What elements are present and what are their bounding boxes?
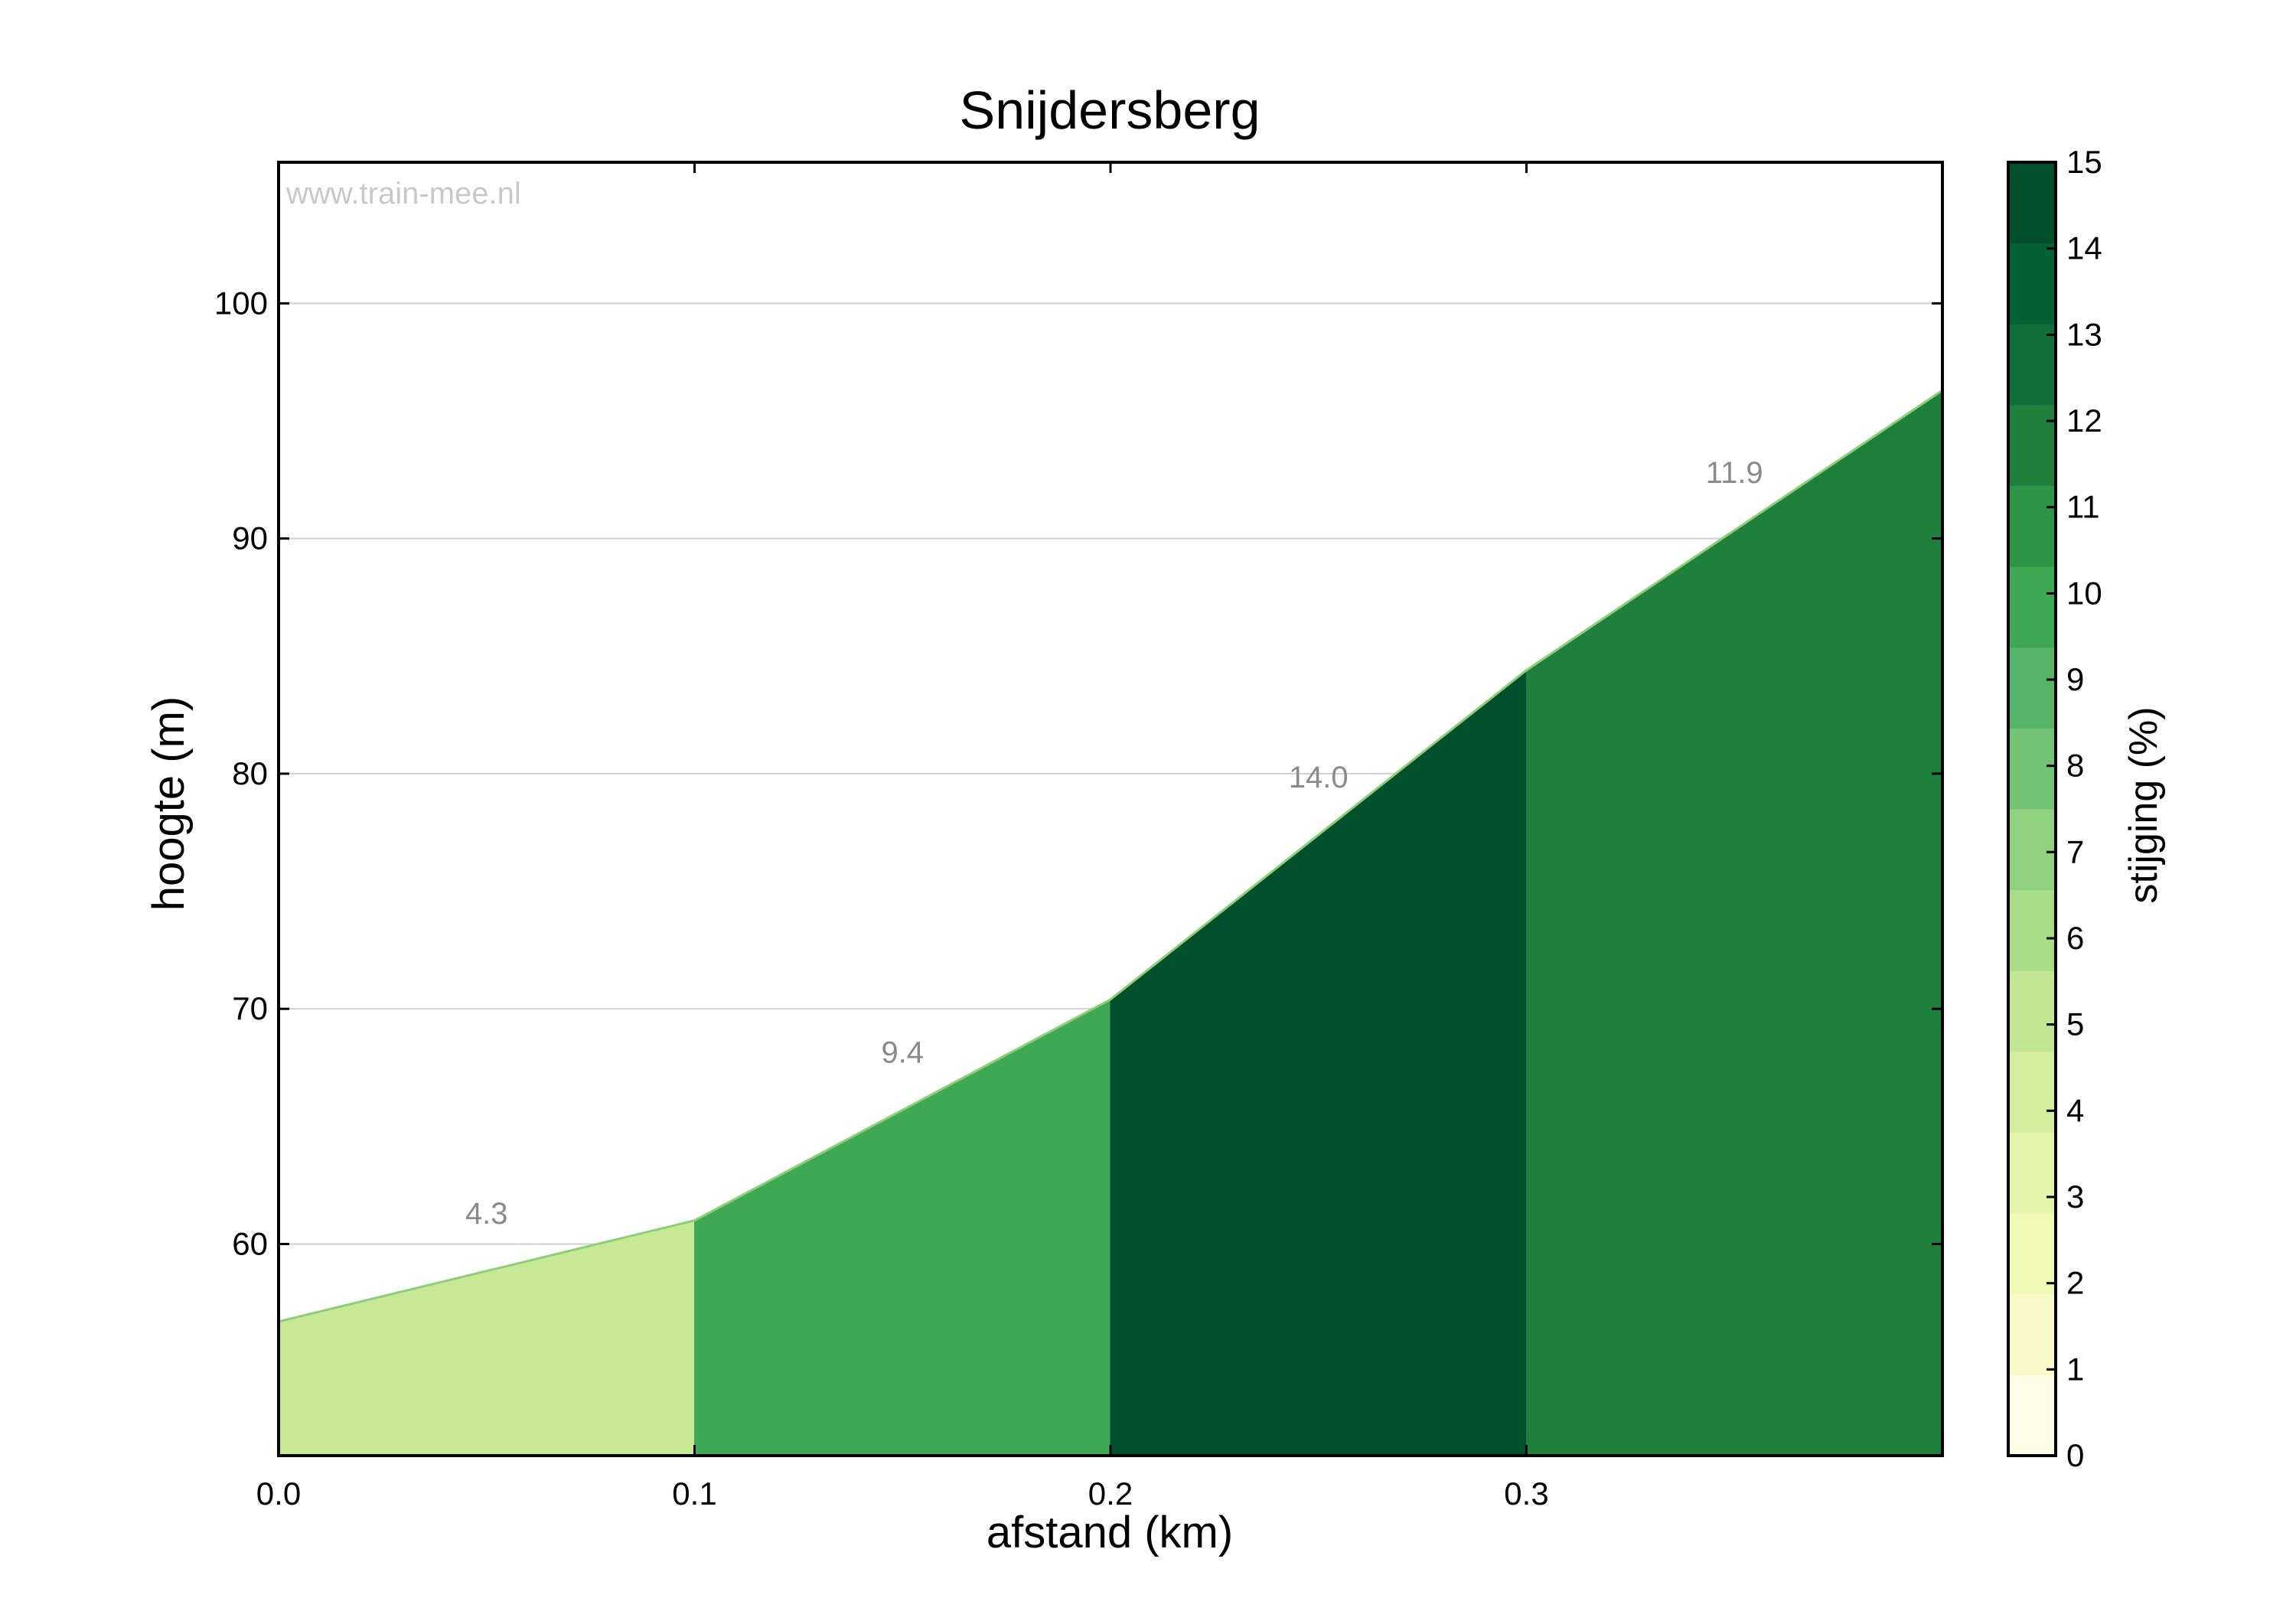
colorbar-tick-label: 5 <box>2066 1006 2084 1042</box>
colorbar-tick-label: 2 <box>2066 1265 2084 1301</box>
x-tick-label: 0.2 <box>1088 1476 1133 1512</box>
colorbar-bin-1 <box>2008 1293 2056 1375</box>
y-tick-label: 60 <box>232 1225 268 1261</box>
colorbar-tick-label: 6 <box>2066 920 2084 956</box>
colorbar-bin-0 <box>2008 1375 2056 1456</box>
colorbar-tick-label: 14 <box>2066 230 2102 266</box>
colorbar-bin-14 <box>2008 243 2056 324</box>
colorbar-bin-3 <box>2008 1132 2056 1214</box>
y-axis-label: hoogte (m) <box>144 696 194 911</box>
watermark-text: www.train-mee.nl <box>285 177 521 210</box>
colorbar-tick-label: 13 <box>2066 316 2102 352</box>
colorbar-bin-10 <box>2008 566 2056 648</box>
colorbar-label: stijging (%) <box>2122 706 2166 903</box>
colorbar-tick-label: 15 <box>2066 144 2102 180</box>
profile-segment-1 <box>278 1220 695 1456</box>
colorbar-bin-6 <box>2008 889 2056 971</box>
colorbar-tick-label: 1 <box>2066 1351 2084 1387</box>
x-tick-label: 0.1 <box>672 1476 716 1512</box>
colorbar-tick-label: 11 <box>2066 489 2100 525</box>
x-tick-label: 0.3 <box>1504 1476 1548 1512</box>
gradient-label-3: 14.0 <box>1289 761 1349 794</box>
colorbar-tick-label: 0 <box>2066 1437 2084 1473</box>
x-tick-label: 0.0 <box>256 1476 301 1512</box>
plot-area: 4.3 9.4 14.0 11.9 0.0 0.1 0.2 0.3 60 70 80 90 100 <box>214 161 1944 1512</box>
colorbar-bin-7 <box>2008 809 2056 891</box>
y-tick-label: 70 <box>232 990 268 1026</box>
colorbar-tick-label: 4 <box>2066 1092 2084 1128</box>
colorbar-bin-9 <box>2008 647 2056 729</box>
colorbar-frame <box>2007 161 2057 1457</box>
colorbar-tick-label: 7 <box>2066 833 2084 869</box>
colorbar-bin-12 <box>2008 404 2056 486</box>
colorbar-bin-13 <box>2008 324 2056 406</box>
colorbar-bin-5 <box>2008 970 2056 1052</box>
gradient-label-4: 11.9 <box>1706 456 1763 490</box>
colorbar-tick-label: 10 <box>2066 575 2102 611</box>
y-tick-label: 80 <box>232 755 268 791</box>
colorbar-bin-2 <box>2008 1213 2056 1295</box>
chart-title: Snijdersberg <box>960 80 1261 140</box>
y-tick-label: 100 <box>214 285 268 321</box>
gradient-label-2: 9.4 <box>881 1035 924 1069</box>
colorbar-bin-8 <box>2008 728 2056 810</box>
colorbar-tick-label: 12 <box>2066 403 2102 439</box>
colorbar-bin-4 <box>2008 1051 2056 1133</box>
colorbar-tick-label: 3 <box>2066 1179 2084 1215</box>
colorbar-bin-11 <box>2008 485 2056 567</box>
colorbar-tick-label: 8 <box>2066 748 2084 784</box>
gradient-label-1: 4.3 <box>465 1197 508 1231</box>
profile-segment-4 <box>1526 390 1943 1456</box>
y-tick-label: 90 <box>232 520 268 556</box>
colorbar-bin-15 <box>2008 162 2056 244</box>
profile-line <box>278 389 1943 1323</box>
x-axis-label: afstand (km) <box>987 1508 1233 1557</box>
colorbar-tick-label: 9 <box>2066 661 2084 697</box>
